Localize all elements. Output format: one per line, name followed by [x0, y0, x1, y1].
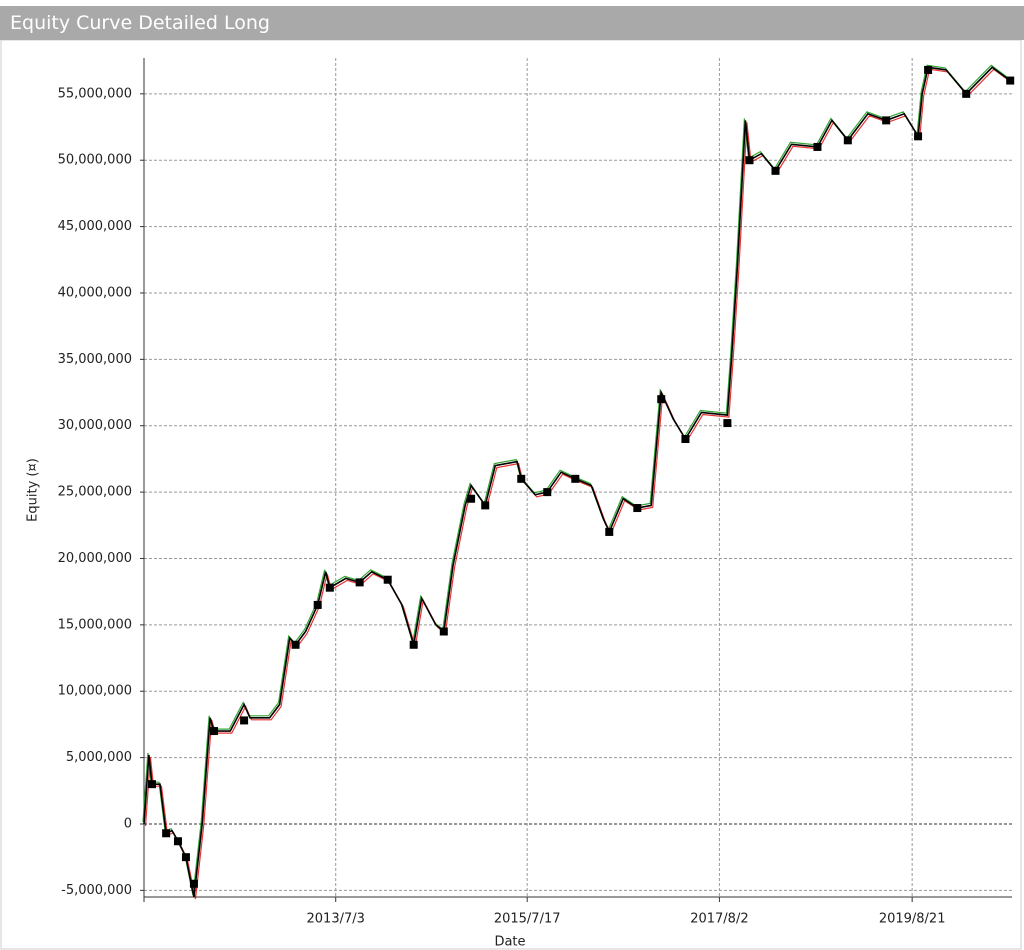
trade-marker — [481, 501, 490, 510]
trade-marker — [409, 640, 418, 649]
y-tick-label: 45,000,000 — [58, 219, 132, 234]
x-tick-label: 2015/7/17 — [494, 912, 561, 927]
trade-marker — [924, 65, 933, 74]
trade-marker — [325, 583, 334, 592]
y-axis-label: Equity (¤) — [26, 458, 41, 522]
trade-marker — [517, 474, 526, 483]
trade-marker — [189, 879, 198, 888]
trade-marker — [181, 853, 190, 862]
trade-marker — [173, 837, 182, 846]
trade-marker — [291, 640, 300, 649]
x-tick-label: 2013/7/3 — [307, 912, 365, 927]
trade-marker — [383, 575, 392, 584]
window-title: Equity Curve Detailed Long — [0, 6, 1024, 40]
y-tick-label: 10,000,000 — [58, 684, 132, 699]
y-tick-label: 55,000,000 — [58, 86, 132, 101]
trade-marker — [657, 395, 666, 404]
trade-marker — [605, 527, 614, 536]
y-tick-label: 25,000,000 — [58, 485, 132, 500]
trade-marker — [147, 780, 156, 789]
trade-marker — [681, 435, 690, 444]
trade-marker — [162, 829, 171, 838]
y-tick-label: 35,000,000 — [58, 352, 132, 367]
trade-marker — [882, 116, 891, 125]
y-tick-label: 5,000,000 — [66, 750, 132, 765]
trade-marker — [914, 132, 923, 141]
y-tick-label: 0 — [124, 816, 132, 831]
trade-marker — [355, 578, 364, 587]
equity-shadow-low — [144, 68, 1013, 900]
trade-marker — [240, 716, 249, 725]
trade-marker — [633, 504, 642, 513]
x-axis-label: Date — [494, 935, 525, 950]
x-tick-label: 2017/8/2 — [690, 912, 748, 927]
trade-marker — [771, 166, 780, 175]
y-tick-label: 40,000,000 — [58, 285, 132, 300]
chart: Equity (¤) Date -5,000,000 0 5,000,000 10,0… — [0, 40, 1022, 950]
trade-marker — [467, 494, 476, 503]
frame — [0, 40, 1022, 950]
y-tick-label: 50,000,000 — [58, 153, 132, 168]
trade-marker — [313, 600, 322, 609]
trade-marker — [571, 474, 580, 483]
trade-marker — [439, 627, 448, 636]
trade-marker — [209, 727, 218, 736]
y-tick-label: 30,000,000 — [58, 418, 132, 433]
equity-line — [143, 66, 1011, 898]
trade-marker — [843, 136, 852, 145]
y-tick-label: -5,000,000 — [61, 883, 132, 898]
y-tick-label: 20,000,000 — [58, 551, 132, 566]
trade-marker — [962, 89, 971, 98]
trade-marker — [745, 156, 754, 165]
equity-shadow-high — [142, 64, 1010, 896]
trade-marker — [813, 142, 822, 151]
x-tick-label: 2019/8/21 — [879, 912, 946, 927]
trade-marker — [543, 488, 552, 497]
y-tick-label: 15,000,000 — [58, 617, 132, 632]
trade-marker — [723, 419, 732, 428]
trade-marker — [1006, 76, 1015, 85]
